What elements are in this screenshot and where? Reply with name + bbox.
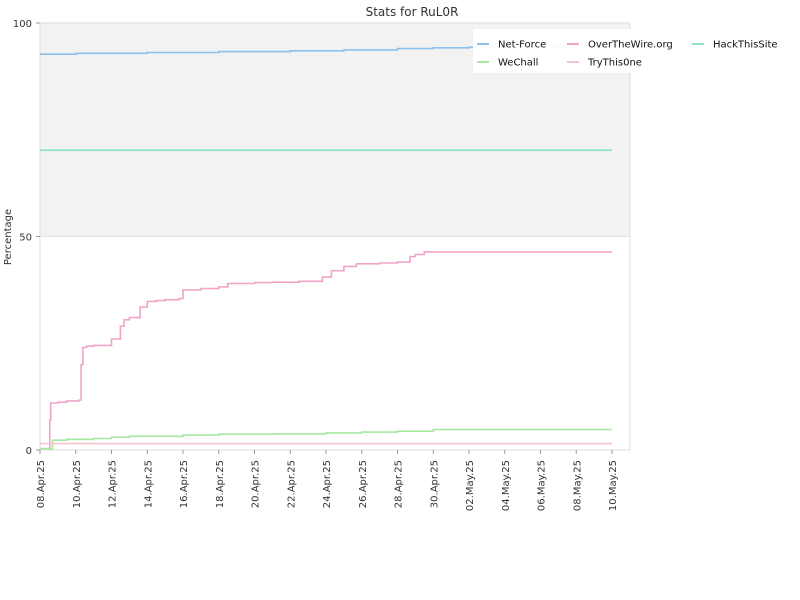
chart-title: Stats for RuL0R <box>366 5 459 19</box>
legend: Net-Force OverTheWire.org HackThisSite WeCh… <box>473 29 783 73</box>
x-tick-label: 08.May.25 <box>572 460 583 511</box>
x-tick-label: 22.Apr.25 <box>286 460 297 508</box>
x-tick-label: 02.May.25 <box>465 460 476 511</box>
x-tick-label: 08.Apr.25 <box>36 460 47 508</box>
x-tick-label: 10.May.25 <box>608 460 619 511</box>
x-tick-label: 14.Apr.25 <box>143 460 154 508</box>
x-tick-label: 20.Apr.25 <box>251 460 262 508</box>
x-tick-label: 26.Apr.25 <box>358 460 369 508</box>
x-tick-label: 12.Apr.25 <box>108 460 119 508</box>
legend-item-hackthissite: HackThisSite <box>692 40 778 51</box>
legend-item-net-force: Net-Force <box>477 40 546 51</box>
legend-box <box>473 29 783 73</box>
x-tick-label: 10.Apr.25 <box>72 460 83 508</box>
x-tick-label: 18.Apr.25 <box>215 460 226 508</box>
y-tick-label: 50 <box>19 233 32 244</box>
legend-item-overthewire-org: OverTheWire.org <box>567 40 673 51</box>
x-tick-label: 04.May.25 <box>501 460 512 511</box>
y-tick-label: 100 <box>13 19 32 30</box>
x-tick-label: 28.Apr.25 <box>394 460 405 508</box>
y-tick-label: 0 <box>26 446 32 457</box>
x-tick-label: 06.May.25 <box>537 460 548 511</box>
series-line-overthewire-org <box>40 251 612 450</box>
legend-item-trythis0ne: TryThis0ne <box>567 58 642 69</box>
legend-label: TryThis0ne <box>587 58 642 69</box>
legend-item-wechall: WeChall <box>477 58 538 69</box>
series-line-wechall <box>40 428 612 450</box>
y-axis-label: Percentage <box>3 209 14 265</box>
legend-label: OverTheWire.org <box>588 40 673 51</box>
legend-label: Net-Force <box>498 40 546 51</box>
legend-label: HackThisSite <box>713 40 778 51</box>
x-tick-label: 16.Apr.25 <box>179 460 190 508</box>
x-tick-label: 30.Apr.25 <box>429 460 440 508</box>
x-tick-label: 24.Apr.25 <box>322 460 333 508</box>
legend-label: WeChall <box>498 58 538 69</box>
